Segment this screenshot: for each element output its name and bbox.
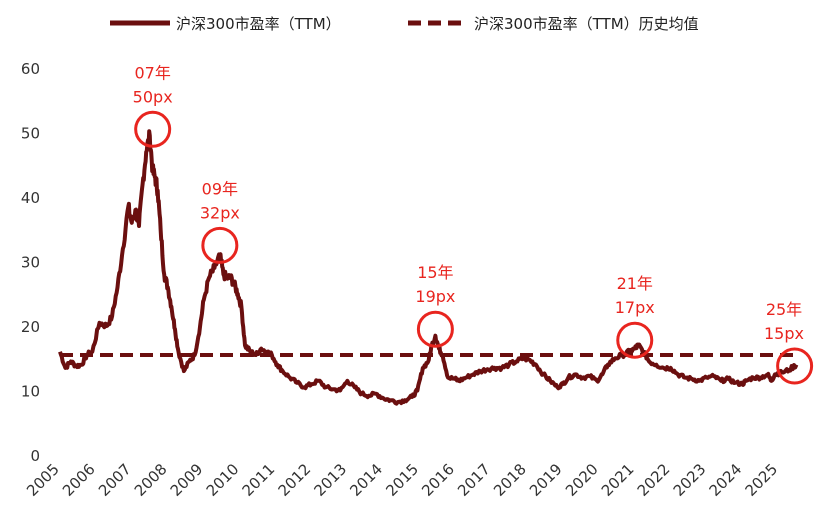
annotation-year-label: 07年 bbox=[134, 63, 170, 82]
y-tick-label: 20 bbox=[21, 318, 40, 336]
x-tick-label: 2024 bbox=[706, 460, 746, 500]
y-tick-label: 10 bbox=[21, 383, 40, 401]
annotation-year-label: 09年 bbox=[202, 179, 238, 198]
legend-solid-label: 沪深300市盈率（TTM） bbox=[176, 15, 341, 33]
x-tick-label: 2005 bbox=[23, 460, 63, 500]
x-tick-label: 2010 bbox=[203, 460, 243, 500]
y-axis-ticks: 0 10 20 30 40 50 60 bbox=[21, 60, 40, 465]
x-tick-label: 2008 bbox=[131, 460, 171, 500]
annotation-value-label: 50px bbox=[133, 87, 173, 106]
y-tick-label: 60 bbox=[21, 60, 40, 78]
annotation-value-label: 32px bbox=[200, 203, 240, 222]
annotation-year-label: 15年 bbox=[417, 263, 453, 282]
peak-annotation: 15年 19px bbox=[415, 263, 455, 348]
x-tick-label: 2009 bbox=[167, 460, 207, 500]
peak-annotation: 07年 50px bbox=[133, 63, 173, 148]
x-tick-label: 2011 bbox=[239, 460, 279, 500]
legend-dashed-label: 沪深300市盈率（TTM）历史均值 bbox=[474, 15, 699, 33]
x-tick-label: 2007 bbox=[95, 460, 135, 500]
x-tick-label: 2023 bbox=[670, 460, 710, 500]
peak-circle bbox=[776, 347, 814, 385]
annotation-value-label: 17px bbox=[615, 298, 655, 317]
x-tick-label: 2020 bbox=[562, 460, 602, 500]
peak-circle bbox=[416, 310, 454, 348]
x-tick-label: 2022 bbox=[634, 460, 674, 500]
x-tick-label: 2025 bbox=[742, 460, 782, 500]
y-tick-label: 50 bbox=[21, 125, 40, 143]
annotation-year-label: 21年 bbox=[617, 274, 653, 293]
x-axis-ticks: 2005200620072008200920102011201220132014… bbox=[23, 460, 781, 500]
x-tick-label: 2019 bbox=[526, 460, 566, 500]
y-tick-label: 30 bbox=[21, 254, 40, 272]
annotation-value-label: 15px bbox=[764, 324, 804, 343]
y-tick-label: 0 bbox=[30, 447, 40, 465]
peak-circle bbox=[201, 226, 239, 264]
annotation-year-label: 25年 bbox=[766, 300, 802, 319]
peak-annotations: 07年 50px 09年 32px 15年 19px 21年 17px 25年 15px bbox=[133, 63, 814, 385]
x-tick-label: 2013 bbox=[310, 460, 350, 500]
x-tick-label: 2006 bbox=[59, 460, 99, 500]
legend: 沪深300市盈率（TTM） 沪深300市盈率（TTM）历史均值 bbox=[110, 15, 699, 33]
x-tick-label: 2018 bbox=[490, 460, 530, 500]
peak-annotation: 09年 32px bbox=[200, 179, 240, 264]
x-tick-label: 2017 bbox=[454, 460, 494, 500]
x-tick-label: 2016 bbox=[418, 460, 458, 500]
annotation-value-label: 19px bbox=[415, 287, 455, 306]
peak-circle bbox=[134, 110, 172, 148]
pe-ratio-line bbox=[58, 129, 799, 406]
x-tick-label: 2015 bbox=[382, 460, 422, 500]
x-tick-label: 2014 bbox=[346, 460, 386, 500]
peak-annotation: 25年 15px bbox=[764, 300, 814, 385]
y-tick-label: 40 bbox=[21, 189, 40, 207]
x-tick-label: 2021 bbox=[598, 460, 638, 500]
peak-annotation: 21年 17px bbox=[615, 274, 655, 359]
x-tick-label: 2012 bbox=[275, 460, 315, 500]
peak-circle bbox=[616, 321, 654, 359]
